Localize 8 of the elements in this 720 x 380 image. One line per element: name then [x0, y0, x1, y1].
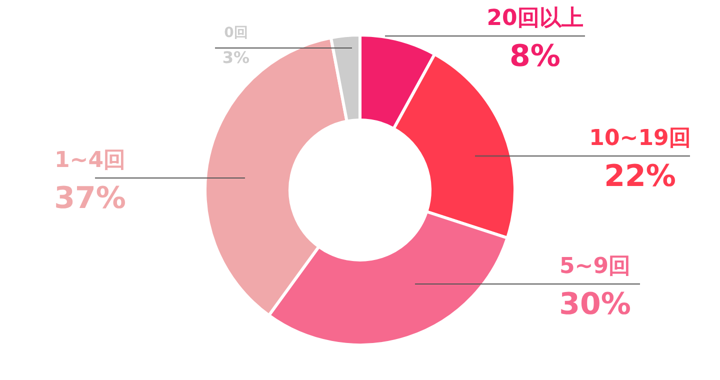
slice-label: 10~19回: [589, 126, 691, 151]
slice-label: 20回以上: [486, 6, 584, 31]
data-label: 37%: [54, 181, 126, 216]
data-label: 30%: [559, 287, 631, 322]
data-label: 8%: [510, 39, 560, 74]
slice-label: 5~9回: [559, 254, 631, 279]
slice-label: 1~4回: [54, 148, 126, 173]
data-label: 22%: [604, 159, 676, 194]
